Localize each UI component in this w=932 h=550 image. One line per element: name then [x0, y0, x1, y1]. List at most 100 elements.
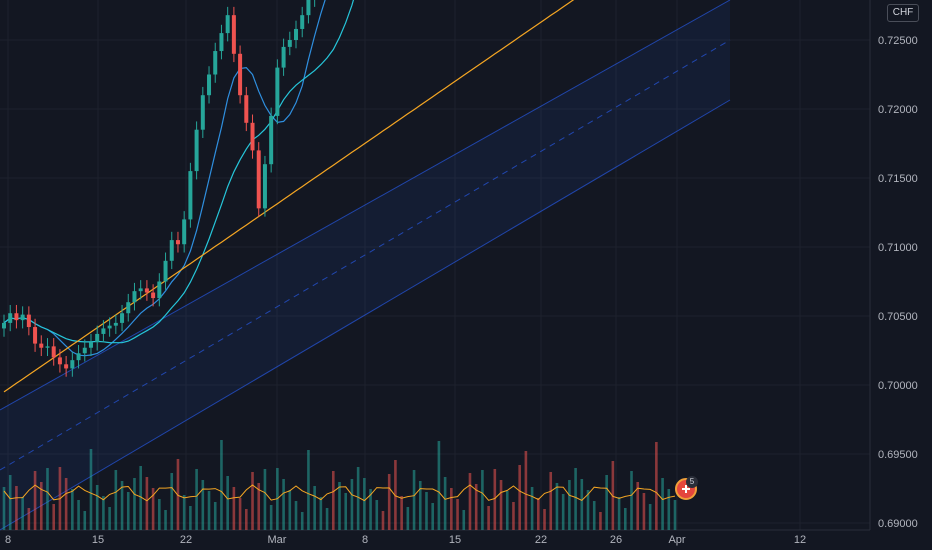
- volume-bar: [456, 499, 459, 530]
- volume-bar: [158, 499, 161, 530]
- volume-bar: [487, 506, 490, 530]
- candle-body: [306, 0, 311, 16]
- volume-bar: [474, 484, 478, 530]
- volume-bar: [636, 482, 640, 530]
- candle-body: [51, 346, 56, 358]
- candle-body: [88, 342, 93, 348]
- volume-bar: [27, 508, 31, 530]
- volume-bar: [245, 509, 248, 530]
- volume-bar: [418, 481, 422, 530]
- volume-bar: [207, 491, 211, 530]
- volume-bar: [543, 509, 546, 530]
- candle-body: [275, 67, 280, 116]
- volume-bar: [257, 483, 261, 530]
- volume-bar: [499, 480, 503, 530]
- y-tick-label: 0.71000: [878, 242, 918, 254]
- volume-bar: [182, 495, 186, 530]
- x-tick-label: 15: [92, 534, 104, 546]
- y-tick-label: 0.72000: [878, 104, 918, 116]
- candle-body: [294, 28, 299, 40]
- volume-bar: [667, 489, 671, 530]
- channel-median-line: [0, 39, 731, 471]
- volume-bar: [555, 483, 559, 530]
- candle-body: [101, 328, 106, 334]
- volume-bar: [39, 482, 43, 530]
- candle-body: [45, 346, 50, 348]
- candle-body: [225, 15, 230, 34]
- volume-bar: [220, 440, 223, 530]
- y-tick-label: 0.70000: [878, 380, 918, 392]
- volume-bar: [574, 468, 577, 530]
- candle-body: [269, 115, 274, 165]
- volume-bar: [176, 459, 180, 530]
- volume-bar: [530, 487, 534, 530]
- volume-bar: [493, 469, 497, 530]
- volume-bar: [387, 474, 391, 530]
- x-tick-label: Mar: [268, 534, 287, 546]
- volume-bar: [251, 472, 254, 530]
- volume-bar: [139, 466, 142, 530]
- volume-bar: [21, 497, 24, 530]
- candle-body: [238, 53, 243, 96]
- volume-bar: [437, 441, 441, 530]
- volume-bar: [425, 492, 428, 530]
- volume-bar: [145, 477, 149, 530]
- candle-body: [95, 333, 100, 343]
- y-tick-label: 0.69000: [878, 518, 918, 530]
- volume-bar: [537, 498, 540, 530]
- x-tick-label: 8: [5, 534, 11, 546]
- volume-bar: [505, 491, 509, 530]
- candle-body: [287, 40, 292, 47]
- volume-bar: [2, 487, 6, 530]
- volume-bar: [338, 482, 341, 530]
- volume-bar: [8, 475, 12, 530]
- candle-body: [8, 313, 13, 323]
- oscillator-line: [3, 484, 676, 502]
- x-tick-label: 15: [449, 534, 461, 546]
- volume-bar: [655, 442, 658, 530]
- x-tick-label: 22: [180, 534, 192, 546]
- candle-body: [207, 74, 212, 96]
- volume-bar: [481, 470, 484, 530]
- candle-body: [64, 364, 69, 369]
- x-tick-label: 8: [362, 534, 368, 546]
- candle-body: [33, 327, 38, 344]
- volume-bar: [71, 489, 74, 530]
- y-tick-label: 0.71500: [878, 173, 918, 185]
- volume-bar: [394, 460, 397, 530]
- volume-bar: [15, 486, 18, 530]
- candle-body: [200, 95, 205, 130]
- x-tick-label: 26: [610, 534, 622, 546]
- candle-body: [182, 219, 187, 245]
- volume-bar: [269, 505, 273, 530]
- channel-fill: [0, 0, 730, 530]
- volume-bar: [369, 489, 372, 530]
- volume-bar: [307, 450, 310, 530]
- x-tick-label: 12: [794, 534, 806, 546]
- volume-bar: [319, 497, 323, 530]
- volume-bar: [406, 507, 410, 530]
- candle-body: [82, 347, 87, 354]
- candle-body: [151, 292, 156, 299]
- volume-bar: [64, 478, 68, 530]
- candle-body: [219, 33, 224, 52]
- candle-body: [26, 314, 31, 328]
- currency-badge[interactable]: CHF: [887, 4, 919, 22]
- volume-bar: [468, 473, 472, 530]
- volume-bar: [77, 500, 80, 530]
- channel-lower-line: [0, 99, 731, 531]
- volume-bar: [549, 472, 553, 530]
- candle-body: [57, 357, 62, 365]
- volume-bar: [46, 468, 49, 530]
- channel-upper-line: [0, 0, 731, 411]
- volume-bar: [120, 481, 124, 530]
- volume-bar: [52, 504, 56, 530]
- volume-bar: [350, 479, 354, 530]
- volume-bar: [381, 511, 385, 530]
- candle-body: [132, 291, 137, 303]
- volume-bar: [232, 487, 236, 530]
- volume-bar: [661, 478, 664, 530]
- volume-bar: [400, 496, 403, 530]
